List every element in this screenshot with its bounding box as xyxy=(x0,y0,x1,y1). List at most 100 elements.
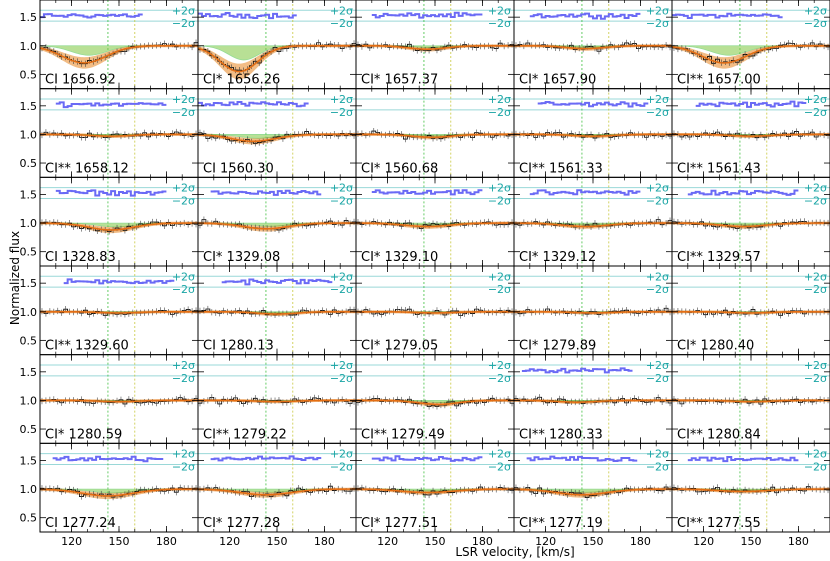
model-line xyxy=(356,133,514,139)
plus-2sigma-label: +2σ xyxy=(330,270,353,283)
minus-2sigma-label: −2σ xyxy=(488,106,511,119)
residuals xyxy=(40,13,143,19)
panel: +2σ−2σ CI 1560.30 xyxy=(197,88,357,178)
panel-plot-area xyxy=(672,443,830,532)
panel: +2σ−2σ CI* 1329.12 xyxy=(513,176,673,267)
panel: +2σ−2σ CI** 1561.33 xyxy=(513,88,673,178)
model-line xyxy=(198,488,356,496)
residuals xyxy=(210,455,322,462)
plus-2sigma-label: +2σ xyxy=(488,448,511,461)
y-tick-label: 1.5 xyxy=(20,366,38,379)
panel: +2σ−2σ CI* 1329.08 xyxy=(197,176,357,267)
plus-2sigma-label: +2σ xyxy=(646,93,669,106)
minus-2sigma-label: −2σ xyxy=(172,460,195,473)
model-line xyxy=(672,133,830,137)
plus-2sigma-label: +2σ xyxy=(804,4,827,17)
x-axis-title: LSR velocity, [km/s] xyxy=(455,545,574,559)
y-tick-label: 0.5 xyxy=(20,512,38,525)
panel-plot-area xyxy=(356,88,514,178)
panel: +2σ−2σ CI** 1561.43 xyxy=(671,88,830,178)
panel: +2σ−2σ CI** 1657.00 xyxy=(671,0,830,90)
minus-2sigma-label: −2σ xyxy=(646,460,669,473)
model-line xyxy=(198,222,356,230)
panel-plot-area xyxy=(514,0,672,89)
panel-line-label: CI** 1277.55 xyxy=(677,516,761,531)
x-tick-label: 150 xyxy=(425,535,446,548)
panel-plot-area xyxy=(672,354,830,444)
residuals xyxy=(371,189,483,196)
plus-2sigma-label: +2σ xyxy=(646,270,669,283)
panel-plot-area xyxy=(356,443,514,532)
panel-line-label: CI** 1279.49 xyxy=(361,427,445,442)
panel-plot-area xyxy=(356,266,514,355)
plus-2sigma-label: +2σ xyxy=(330,448,353,461)
panel-plot-area xyxy=(356,354,514,444)
panel-line-label: CI** 1561.33 xyxy=(519,161,603,176)
minus-2sigma-label: −2σ xyxy=(172,17,195,30)
model-line xyxy=(672,488,830,493)
minus-2sigma-label: −2σ xyxy=(804,460,827,473)
plus-2sigma-label: +2σ xyxy=(804,93,827,106)
panel-plot-area xyxy=(198,443,356,532)
y-tick-label: 1.5 xyxy=(20,100,38,113)
x-tick-label: 180 xyxy=(630,535,651,548)
plus-2sigma-label: +2σ xyxy=(488,359,511,372)
model-line xyxy=(40,399,198,403)
residuals xyxy=(55,189,167,197)
x-tick-label: 120 xyxy=(61,535,82,548)
panel: +2σ−2σ CI** 1277.19 xyxy=(513,442,673,533)
plus-2sigma-label: +2σ xyxy=(488,93,511,106)
model-line xyxy=(198,44,356,73)
y-tick-label: 0.5 xyxy=(20,68,38,81)
minus-2sigma-label: −2σ xyxy=(488,17,511,30)
plus-2sigma-label: +2σ xyxy=(172,93,195,106)
y-tick-label: 1.0 xyxy=(20,394,38,407)
plus-2sigma-label: +2σ xyxy=(804,182,827,195)
panel-line-label: CI* 1277.28 xyxy=(203,516,280,531)
panel-line-label: CI* 1329.10 xyxy=(361,250,438,265)
model-line xyxy=(514,488,672,496)
panel-line-label: CI* 1279.05 xyxy=(361,339,438,354)
minus-2sigma-label: −2σ xyxy=(330,283,353,296)
y-tick-label: 1.0 xyxy=(20,217,38,230)
plus-2sigma-label: +2σ xyxy=(172,270,195,283)
panel: +2σ−2σ CI** 1280.33 xyxy=(513,354,673,444)
panel-line-label: CI** 1279.22 xyxy=(203,427,287,442)
y-axis-title: Normalized flux xyxy=(8,231,22,325)
model-line xyxy=(40,488,198,497)
panel: +2σ−2σ CI* 1279.89 xyxy=(513,265,673,356)
y-tick-label: 1.5 xyxy=(20,454,38,467)
panel: +2σ−2σ CI* 1329.10 xyxy=(355,176,515,267)
panel-line-label: CI** 1280.33 xyxy=(519,427,603,442)
y-tick-label: 1.5 xyxy=(20,188,38,201)
panel-plot-area xyxy=(672,177,830,266)
y-tick-label: 0.5 xyxy=(20,246,38,259)
panel-plot-area xyxy=(356,177,514,266)
model-line xyxy=(514,310,672,314)
model-line xyxy=(40,133,198,137)
minus-2sigma-label: −2σ xyxy=(804,106,827,119)
minus-2sigma-label: −2σ xyxy=(330,460,353,473)
panel: +2σ−2σ CI** 1329.57 xyxy=(671,176,830,267)
minus-2sigma-label: −2σ xyxy=(646,194,669,207)
minus-2sigma-label: −2σ xyxy=(804,194,827,207)
panel-line-label: CI* 1656.26 xyxy=(203,73,280,88)
plus-2sigma-label: +2σ xyxy=(646,4,669,17)
residuals xyxy=(63,278,175,285)
panel: +2σ−2σ CI* 1277.51 xyxy=(355,442,515,533)
minus-2sigma-label: −2σ xyxy=(646,283,669,296)
panel-plot-area xyxy=(40,88,198,178)
panel-plot-area xyxy=(198,354,356,444)
panel-line-label: CI* 1280.40 xyxy=(677,339,754,354)
panel: +2σ−2σ CI** 1280.84 xyxy=(671,354,830,444)
panel: +2σ−2σ CI** 1279.22 xyxy=(197,354,357,444)
panel-plot-area xyxy=(672,266,830,355)
y-tick-label: 1.0 xyxy=(20,40,38,53)
plus-2sigma-label: +2σ xyxy=(330,359,353,372)
panel-plot-area xyxy=(672,0,830,89)
residuals xyxy=(198,12,297,20)
minus-2sigma-label: −2σ xyxy=(172,194,195,207)
minus-2sigma-label: −2σ xyxy=(488,283,511,296)
